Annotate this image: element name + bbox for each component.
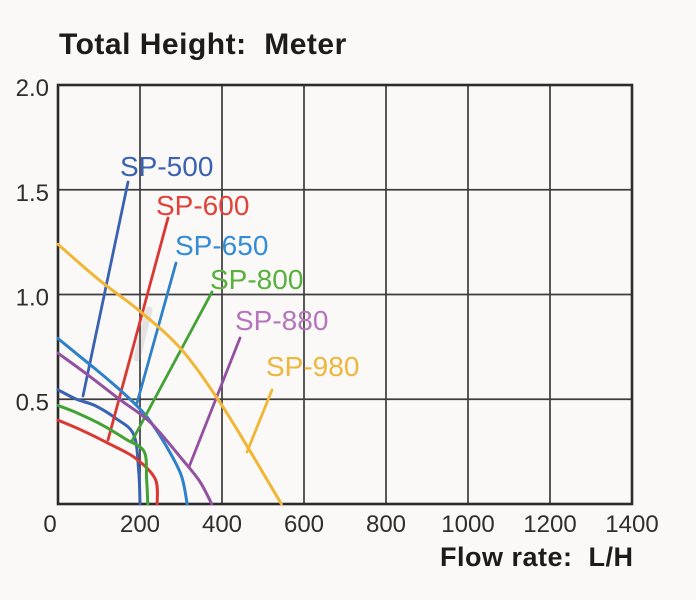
series-label-sp-500: SP-500	[120, 151, 213, 182]
curve-sp-500	[56, 388, 142, 506]
x-tick-200: 200	[120, 511, 160, 538]
chart-title: Total Height: Meter	[59, 28, 347, 61]
y-tick-0.5: 0.5	[16, 389, 49, 416]
series-label-sp-650: SP-650	[175, 230, 268, 261]
y-tick-1.0: 1.0	[16, 285, 49, 312]
x-tick-600: 600	[284, 511, 324, 538]
series-label-sp-880: SP-880	[235, 305, 328, 336]
plot-border	[56, 83, 634, 506]
y-tick-2.0: 2.0	[16, 75, 49, 102]
leader-line-sp-880	[187, 336, 242, 469]
leader-line-sp-980	[245, 388, 274, 454]
leader-line-sp-500	[81, 180, 130, 398]
x-tick-1400: 1400	[605, 511, 658, 538]
x-tick-800: 800	[366, 511, 406, 538]
x-tick-1200: 1200	[523, 511, 576, 538]
curve-sp-650	[56, 337, 189, 506]
x-tick-400: 400	[202, 511, 242, 538]
series-label-sp-600: SP-600	[156, 190, 249, 221]
y-tick-1.5: 1.5	[16, 180, 49, 207]
series-label-sp-980: SP-980	[266, 351, 359, 382]
curve-sp-600	[56, 418, 159, 506]
curve-sp-880	[56, 351, 214, 506]
leader-line-sp-650	[135, 261, 178, 405]
leader-line-sp-600	[106, 216, 170, 442]
x-tick-1000: 1000	[441, 511, 494, 538]
x-axis-title: Flow rate: L/H	[440, 542, 634, 572]
curve-sp-980	[56, 242, 283, 506]
series-label-sp-800: SP-800	[210, 264, 303, 295]
curve-sp-800	[56, 404, 150, 506]
x-tick-0: 0	[43, 511, 56, 538]
